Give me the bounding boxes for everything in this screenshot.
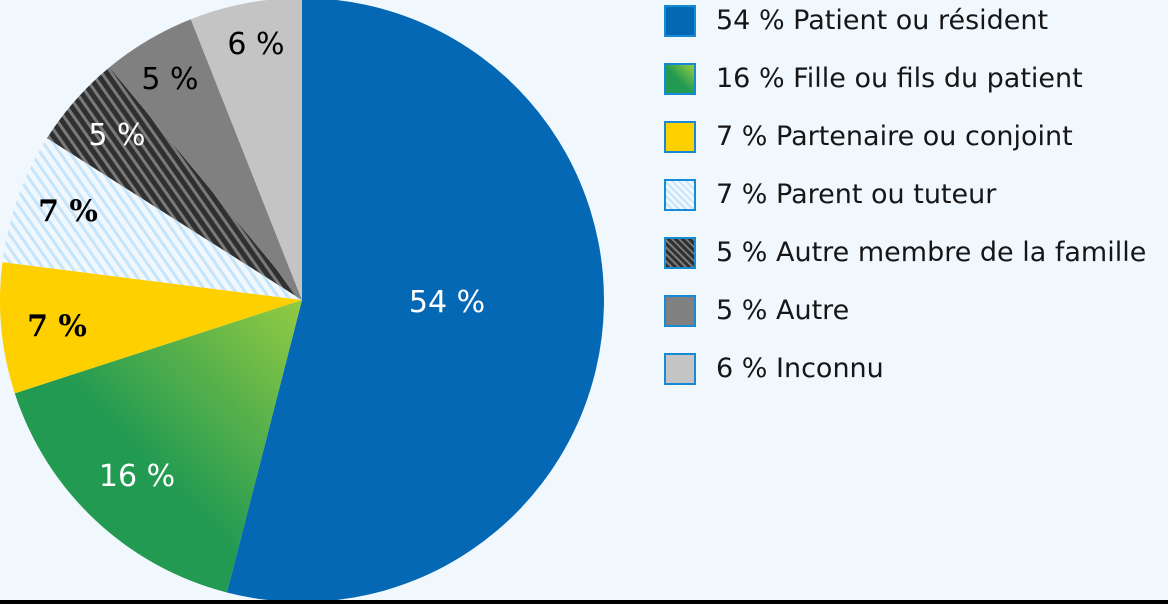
- legend-label: 16 % Fille ou fils du patient: [716, 63, 1083, 94]
- legend-label: 7 % Partenaire ou conjoint: [716, 121, 1073, 152]
- legend-swatch-autre: [664, 295, 696, 327]
- legend-swatch-fille-fils: [664, 63, 696, 95]
- slice-label-patient: 54 %: [408, 285, 486, 320]
- legend-item-autre: 5 % Autre: [664, 295, 1168, 353]
- chart-legend: 54 % Patient ou résident 16 % Fille ou f…: [664, 5, 1168, 411]
- legend-swatch-partenaire: [664, 121, 696, 153]
- legend-label: 5 % Autre: [716, 295, 850, 326]
- legend-item-patient: 54 % Patient ou résident: [664, 5, 1168, 63]
- pie-slices: [0, 0, 604, 602]
- pie-slice-autre-famille: [47, 67, 302, 301]
- legend-swatch-parent: [664, 179, 696, 211]
- legend-swatch-inconnu: [664, 353, 696, 385]
- slice-label-fille-fils: 16 %: [98, 459, 176, 494]
- slice-label-autre: 5 %: [141, 62, 199, 97]
- legend-label: 7 % Parent ou tuteur: [716, 179, 997, 210]
- pie-slice-partenaire: [0, 262, 302, 394]
- legend-item-partenaire: 7 % Partenaire ou conjoint: [664, 121, 1168, 179]
- pie-svg: [0, 0, 604, 602]
- legend-item-autre-famille: 5 % Autre membre de la famille: [664, 237, 1168, 295]
- legend-item-inconnu: 6 % Inconnu: [664, 353, 1168, 411]
- legend-item-fille-fils: 16 % Fille ou fils du patient: [664, 63, 1168, 121]
- legend-swatch-patient: [664, 5, 696, 37]
- legend-swatch-autre-famille: [664, 237, 696, 269]
- slice-label-inconnu: 6 %: [227, 27, 285, 62]
- legend-label: 54 % Patient ou résident: [716, 5, 1049, 36]
- slice-label-partenaire: 7 %: [27, 309, 87, 344]
- pie-slice-autre: [109, 19, 302, 301]
- pie-chart: 54 % 16 % 7 % 7 % 5 % 5 % 6 %: [0, 0, 604, 602]
- legend-label: 6 % Inconnu: [716, 353, 884, 384]
- legend-label: 5 % Autre membre de la famille: [716, 237, 1147, 268]
- pie-slice-parent: [2, 138, 303, 300]
- pie-slice-inconnu: [190, 0, 302, 300]
- pie-slice-fille-fils: [14, 300, 302, 593]
- slice-label-parent: 7 %: [38, 194, 98, 229]
- slice-label-autre-famille: 5 %: [88, 118, 146, 153]
- pie-slice-patient: [226, 0, 604, 602]
- bottom-rule: [0, 600, 1168, 604]
- legend-item-parent: 7 % Parent ou tuteur: [664, 179, 1168, 237]
